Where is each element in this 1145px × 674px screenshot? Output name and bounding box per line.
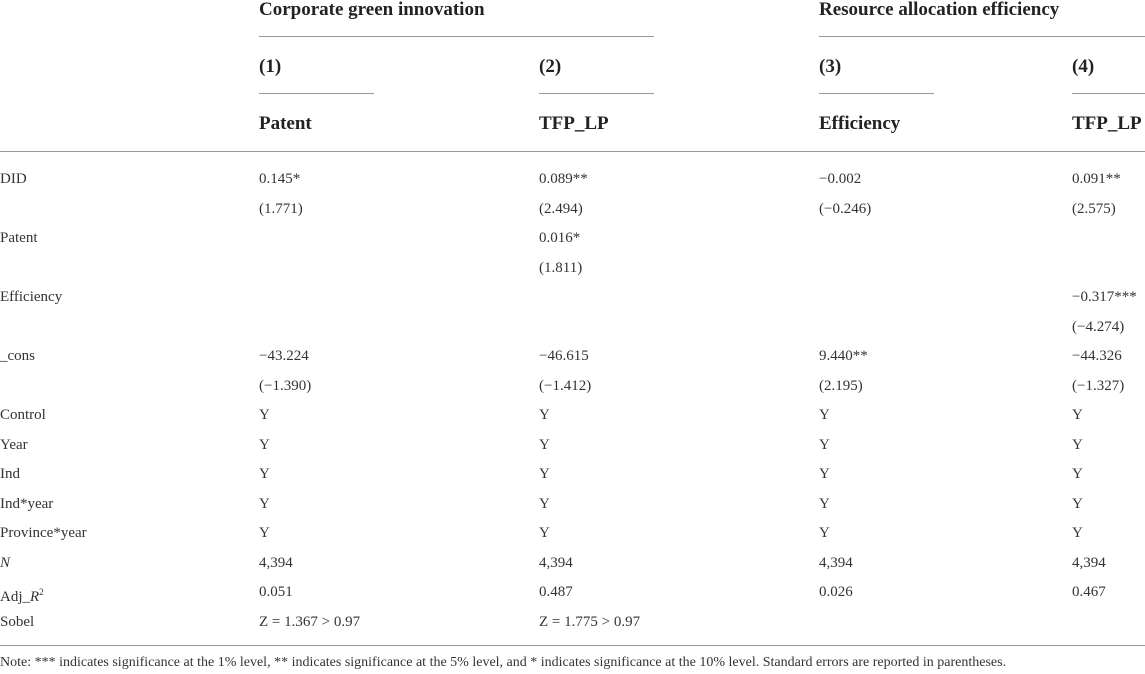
row-label: Province*year [0,525,87,542]
cell: 0.051 [259,584,293,601]
cell: Y [819,407,830,424]
row-label: Patent [0,230,38,247]
cell: −0.002 [819,171,862,187]
cell: Y [539,466,550,483]
rule [259,36,654,37]
cell: Y [259,466,270,483]
row-label: _cons [0,348,35,365]
cell: 4,394 [259,554,293,571]
group-header: Corporate green innovation [259,0,485,20]
cell: Y [259,525,270,542]
cell: Y [539,436,550,453]
rule [539,93,654,94]
rule [259,93,374,94]
cell: Y [1072,407,1083,424]
cell: Z = 1.775 > 0.97 [539,613,641,630]
cell: (1.811) [539,259,583,276]
cell: (−4.274) [1072,318,1125,335]
row-label: Ind [0,466,20,483]
note: Note: *** indicates significance at the … [0,655,1007,670]
cell: 0.026 [819,584,853,601]
cell: Y [539,525,550,542]
row-label: Control [0,407,46,424]
cell: (1.771) [259,200,303,217]
cell: Y [819,436,830,453]
cell: 0.487 [539,584,573,601]
group-header: Resource allocation efficiency [819,0,1060,20]
rule [1072,93,1145,94]
label-part: Adj_ [0,589,30,606]
rule [819,36,1145,37]
dependent-header: TFP_LP [1072,113,1142,134]
cell: Y [539,407,550,424]
cell: (2.575) [1072,200,1116,217]
label-part: 2 [39,587,44,598]
rule [0,645,1145,646]
cell: Y [1072,525,1083,542]
model-header: (4) [1072,56,1095,77]
model-header: (2) [539,56,562,77]
row-label: Ind*year [0,495,54,512]
cell: (−0.246) [819,200,872,217]
cell: 0.091** [1072,171,1121,187]
dependent-header: Efficiency [819,113,901,134]
cell: 4,394 [539,554,573,571]
cell: Y [1072,436,1083,453]
cell: Y [259,495,270,512]
cell: 4,394 [819,554,853,571]
row-label: Year [0,436,28,453]
cell: 0.467 [1072,584,1106,601]
cell: Y [259,436,270,453]
cell: (2.195) [819,377,863,394]
cell: 0.145* [259,171,301,187]
cell: Y [259,407,270,424]
cell: (2.494) [539,200,583,217]
cell: Y [819,466,830,483]
cell: 0.016* [539,230,581,247]
cell: 9.440** [819,348,868,365]
row-label: DID [0,171,27,187]
row-label: Sobel [0,613,35,630]
rule [0,151,1145,152]
cell: (−1.327) [1072,377,1125,394]
cell: −0.317*** [1072,289,1137,306]
cell: Y [1072,495,1083,512]
cell: Y [539,495,550,512]
cell: −44.326 [1072,348,1122,365]
row-label: N [0,554,11,571]
rule [819,93,934,94]
row-label: Efficiency [0,289,63,306]
cell: (−1.390) [259,377,312,394]
model-header: (1) [259,56,282,77]
label-part: R [30,589,40,606]
cell: 0.089** [539,171,588,187]
cell: −46.615 [539,348,589,365]
cell: Y [819,495,830,512]
cell: (−1.412) [539,377,592,394]
dependent-header: TFP_LP [539,113,609,134]
row-label: Adj_R2 [0,582,44,607]
cell: Z = 1.367 > 0.97 [259,613,361,630]
model-header: (3) [819,56,842,77]
cell: −43.224 [259,348,309,365]
cell: Y [1072,466,1083,483]
dependent-header: Patent [259,113,312,134]
cell: Y [819,525,830,542]
cell: 4,394 [1072,554,1106,571]
